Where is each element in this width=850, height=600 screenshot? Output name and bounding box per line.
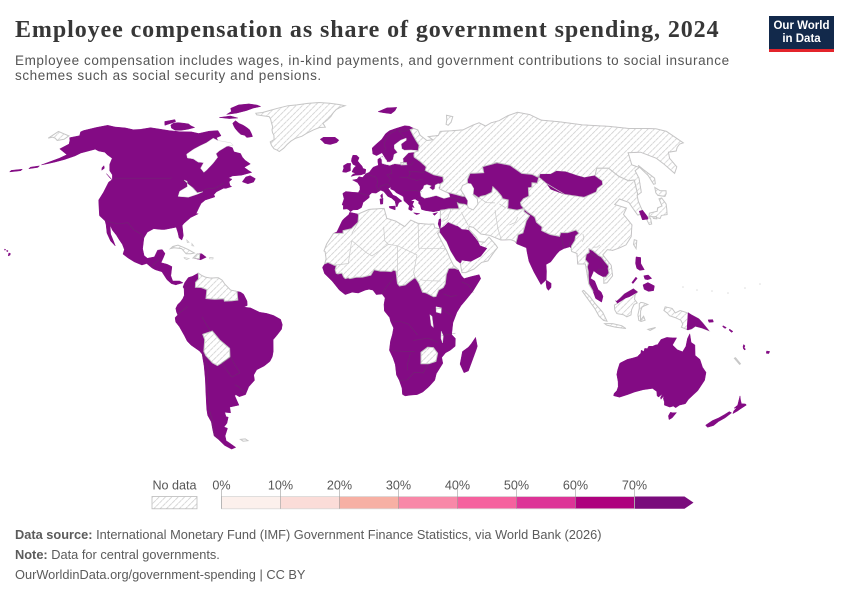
svg-text:70%: 70% [622, 479, 647, 493]
svg-text:40%: 40% [445, 479, 470, 493]
svg-text:20%: 20% [327, 479, 352, 493]
svg-text:30%: 30% [386, 479, 411, 493]
svg-text:60%: 60% [563, 479, 588, 493]
svg-text:10%: 10% [268, 479, 293, 493]
svg-text:0%: 0% [212, 479, 230, 493]
svg-text:No data: No data [152, 479, 196, 493]
svg-text:50%: 50% [504, 479, 529, 493]
